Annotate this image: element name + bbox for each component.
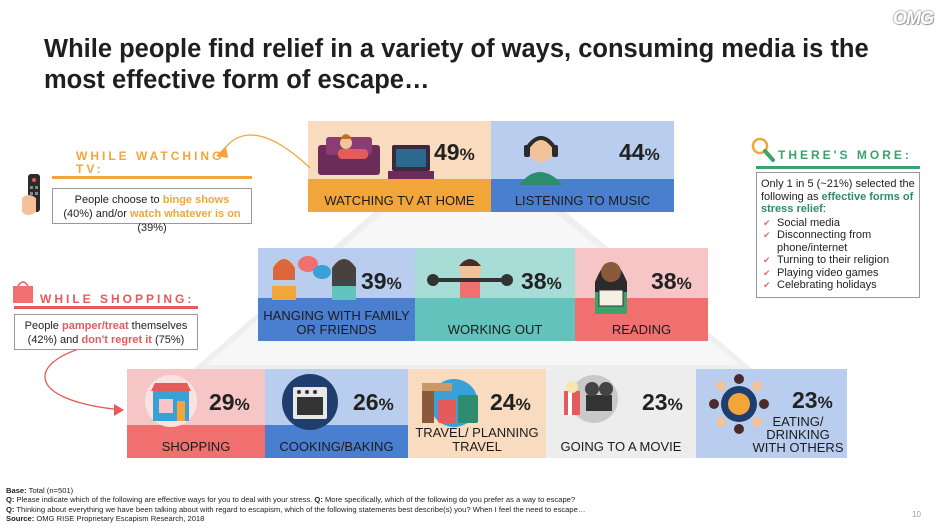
percent-sign: % — [515, 395, 531, 414]
tile-working-out: WORKING OUT 38% — [415, 248, 575, 341]
callout-text: People choose to — [74, 194, 163, 206]
callout-highlight: watch whatever is on — [130, 208, 241, 220]
tile-percent: 49 — [434, 139, 460, 165]
list-item: Celebrating holidays — [761, 279, 915, 292]
callout-highlight: don't regret it — [81, 334, 152, 346]
footnote-label: Q: — [6, 504, 15, 514]
tile-percent: 38 — [651, 268, 677, 294]
tv-callout-heading: WHILE WATCHING TV: — [76, 149, 225, 176]
callout-text: themselves (42%) and — [27, 320, 188, 346]
footnote-label: Q: — [314, 495, 323, 505]
tile-label: GOING TO A MOVIE — [560, 439, 682, 454]
tile-percent: 23 — [792, 387, 818, 413]
shopping-bag-icon — [13, 281, 33, 303]
percent-sign: % — [546, 274, 562, 293]
tv-couch-icon — [318, 134, 434, 179]
tile-percent: 29 — [209, 389, 235, 415]
more-intro: Only 1 in 5 (~21%) selected the followin… — [761, 178, 915, 216]
percent-sign: % — [644, 145, 660, 164]
percent-sign: % — [817, 393, 833, 412]
page-title: While people find relief in a variety of… — [44, 35, 869, 94]
footnote-text: Please indicate which of the following a… — [14, 495, 315, 505]
movie-camera-popcorn-icon — [564, 375, 618, 423]
percent-sign: % — [378, 395, 394, 414]
dinner-table-icon — [709, 374, 769, 434]
more-intro-text: Only 1 in 5 (~21%) selected the followin… — [761, 178, 915, 203]
tile-eating-drinking: 23% EATING/ DRINKING WITH OTHERS — [696, 369, 847, 458]
percent-sign: % — [667, 395, 683, 414]
shop-callout-box: People pamper/treat themselves (42%) and… — [14, 314, 198, 350]
tile-label: WORKING OUT — [447, 322, 543, 337]
more-list: Social media Disconnecting from phone/in… — [761, 217, 915, 292]
tile-percent: 38 — [521, 268, 547, 294]
tile-label: TRAVEL/ PLANNING TRAVEL — [415, 425, 539, 454]
divider — [52, 176, 252, 179]
tile-label: COOKING/BAKING — [279, 439, 394, 454]
page-number: 10 — [912, 510, 921, 519]
percent-sign: % — [676, 274, 692, 293]
friends-chatting-icon — [272, 256, 356, 300]
tile-percent: 23 — [642, 389, 668, 415]
more-intro-highlight: effective forms of stress relief — [761, 190, 914, 216]
tile-label: SHOPPING — [161, 439, 231, 454]
callout-text: (40%) and/or — [63, 208, 130, 220]
tile-watching-tv: WATCHING TV AT HOME 49% — [308, 121, 491, 212]
tile-label: EATING/ DRINKING WITH OTHERS — [752, 414, 844, 455]
footnote-text: Thinking about everything we have been t… — [14, 504, 586, 514]
storefront-icon — [145, 375, 197, 427]
more-heading: THERE'S MORE: — [778, 148, 912, 162]
omg-logo: OMG — [893, 8, 934, 28]
footnote-text: Total (n=501) — [26, 486, 74, 495]
percent-sign: % — [386, 274, 402, 293]
tile-label: WATCHING TV AT HOME — [324, 193, 475, 208]
reading-person-icon — [595, 262, 627, 314]
tile-hanging-with-family: HANGING WITH FAMILY OR FRIENDS 39% — [258, 248, 415, 341]
tile-reading: READING 38% — [575, 248, 708, 341]
footnote-text: More specifically, which of the followin… — [322, 495, 576, 505]
callout-text: (75%) — [151, 334, 185, 346]
luggage-travel-icon — [422, 379, 478, 427]
percent-sign: % — [459, 145, 475, 164]
shop-callout-heading: WHILE SHOPPING: — [40, 292, 195, 306]
magnifier-icon — [751, 137, 775, 162]
more-box: Only 1 in 5 (~21%) selected the followin… — [756, 172, 920, 298]
tile-label: READING — [611, 322, 672, 337]
list-item: Disconnecting from phone/internet — [761, 229, 915, 254]
headphones-person-icon — [519, 136, 563, 185]
callout-highlight: binge shows — [162, 194, 230, 206]
tile-travel: TRAVEL/ PLANNING TRAVEL 24% — [408, 369, 546, 458]
callout-text: (39%) — [137, 222, 167, 234]
tile-listening-music: LISTENING TO MUSIC 44% — [491, 121, 674, 212]
divider — [756, 166, 920, 169]
list-item: Social media — [761, 217, 915, 230]
remote-control-icon — [22, 174, 40, 215]
oven-icon — [282, 374, 338, 430]
list-item: Turning to their religion — [761, 254, 915, 267]
tile-label: LISTENING TO MUSIC — [514, 193, 651, 208]
tile-going-to-movie: GOING TO A MOVIE 23% — [546, 369, 696, 458]
tile-shopping: SHOPPING 29% — [127, 369, 265, 458]
tile-percent: 39 — [361, 268, 387, 294]
more-intro-text: : — [822, 203, 826, 215]
tv-callout-box: People choose to binge shows (40%) and/o… — [52, 188, 252, 234]
divider — [14, 306, 198, 309]
footnote-text: OMG RISE Proprietary Escapism Research, … — [34, 514, 205, 524]
list-item: Playing video games — [761, 267, 915, 280]
tile-percent: 44 — [619, 139, 645, 165]
callout-text: People — [24, 320, 62, 332]
tile-percent: 24 — [490, 389, 516, 415]
tile-percent: 26 — [353, 389, 379, 415]
footnote-label: Q: — [6, 495, 15, 505]
dumbbell-workout-icon — [427, 259, 513, 298]
footnote-label: Source: — [6, 514, 35, 524]
tile-cooking-baking: COOKING/BAKING 26% — [265, 369, 408, 458]
footnote-label: Base: — [6, 486, 27, 495]
footnotes: Base: Total (n=501) Q: Please indicate w… — [6, 486, 906, 524]
percent-sign: % — [234, 395, 250, 414]
callout-highlight: pamper/treat — [61, 320, 129, 332]
tile-label: HANGING WITH FAMILY OR FRIENDS — [263, 308, 410, 337]
